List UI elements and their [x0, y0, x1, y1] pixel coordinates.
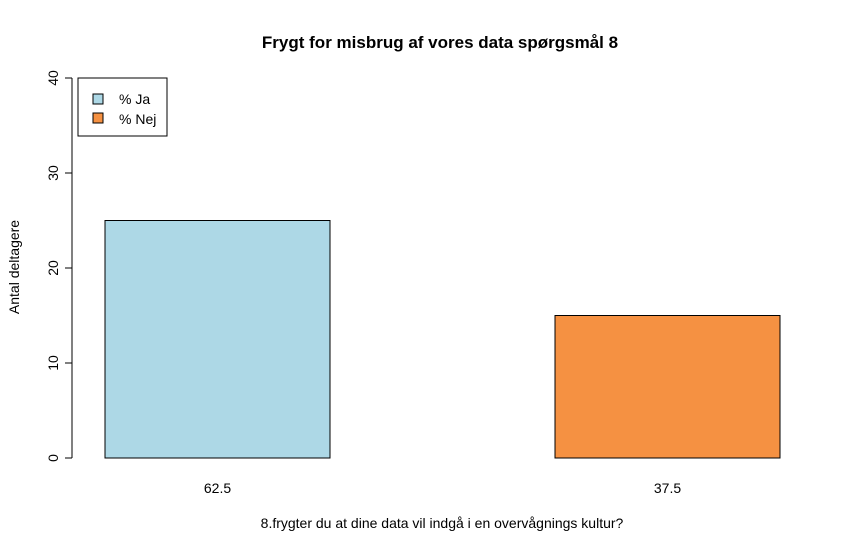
legend-swatch-nej — [92, 112, 104, 124]
x-axis-label: 8.frygter du at dine data vil indgå i en… — [261, 515, 624, 531]
bar-1 — [554, 315, 781, 459]
x-tick-label: 62.5 — [204, 480, 231, 496]
legend-swatch-ja — [92, 93, 104, 105]
chart-title: Frygt for misbrug af vores data spørgsmå… — [262, 33, 618, 52]
y-tick-label: 30 — [45, 165, 61, 181]
bar-0 — [104, 220, 331, 459]
x-tick-label: 37.5 — [654, 480, 681, 496]
y-axis: 0 10 20 30 40 — [45, 70, 73, 462]
x-tick-labels: 62.5 37.5 — [204, 480, 681, 496]
y-tick-label: 20 — [45, 260, 61, 276]
legend-box — [77, 77, 168, 137]
y-tick-label: 10 — [45, 355, 61, 371]
y-tick-label: 0 — [45, 454, 61, 462]
legend: % Ja % Nej — [77, 77, 168, 137]
legend-label-ja: % Ja — [119, 91, 150, 107]
bars — [104, 220, 781, 459]
legend-label-nej: % Nej — [119, 111, 156, 127]
y-tick-label: 40 — [45, 70, 61, 86]
y-axis-label: Antal deltagere — [6, 220, 22, 314]
